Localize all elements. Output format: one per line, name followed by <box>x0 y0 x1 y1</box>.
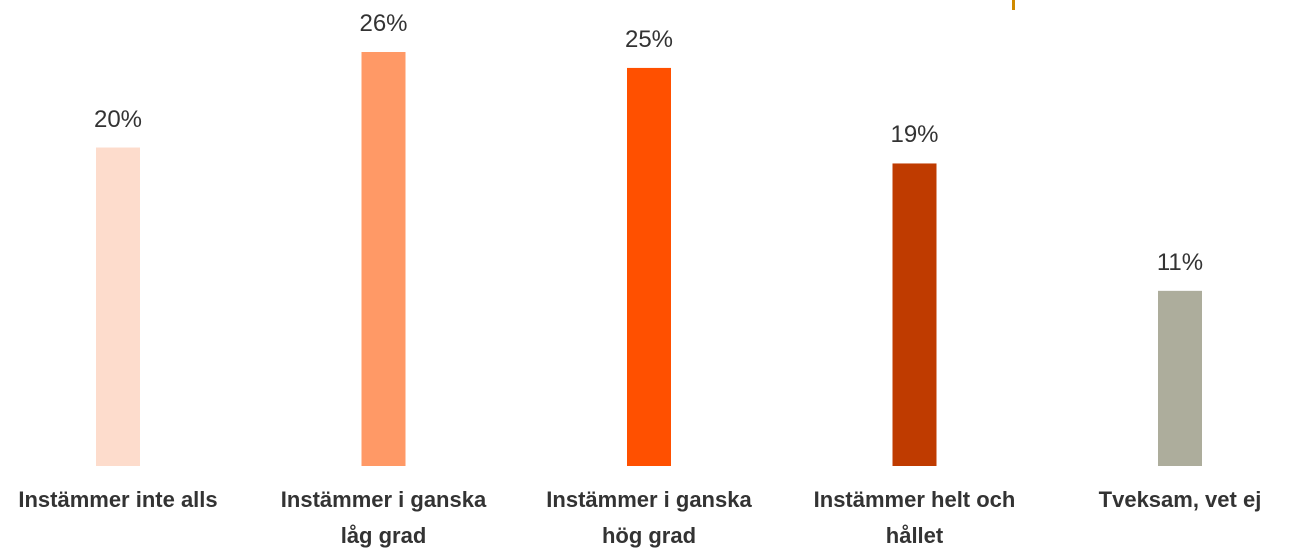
bar <box>1158 290 1202 466</box>
bar <box>96 147 140 467</box>
value-label: 20% <box>93 105 143 133</box>
decoration <box>1012 0 1015 10</box>
bar <box>361 52 406 466</box>
bar <box>627 67 671 466</box>
value-label: 19% <box>890 121 939 149</box>
x-tick-label: Instämmer i ganska låg grad <box>280 487 487 548</box>
x-tick-label: Instämmer i ganska hög grad <box>546 487 752 548</box>
x-tick-label: Tveksam, vet ej <box>1098 487 1262 512</box>
value-label: 11% <box>1156 248 1204 276</box>
value-label: 25% <box>624 25 674 53</box>
value-label: 26% <box>359 10 408 37</box>
bar <box>892 163 937 466</box>
x-tick-label: Instämmer helt och hållet <box>813 487 1016 548</box>
x-tick-label: Instämmer inte alls <box>18 487 218 512</box>
